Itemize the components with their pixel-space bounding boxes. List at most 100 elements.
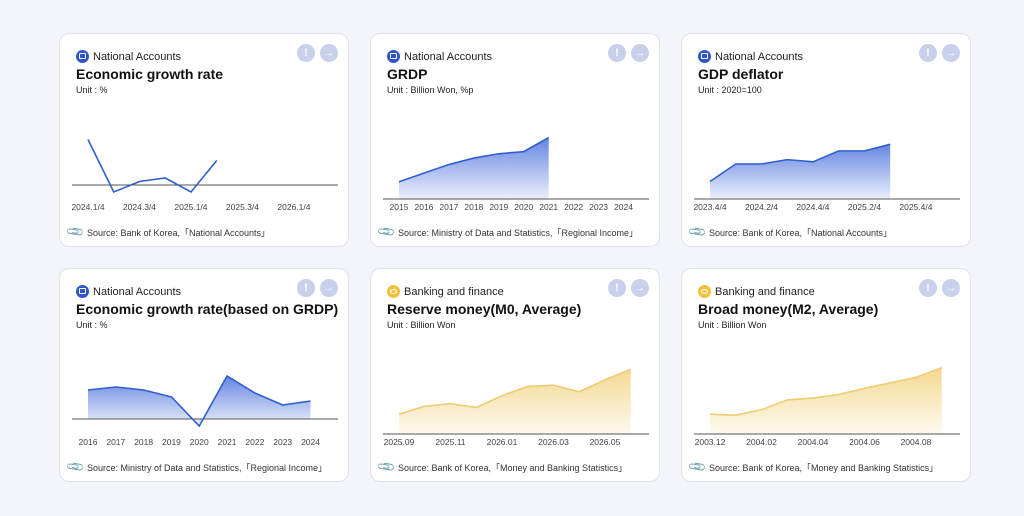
x-tick-label: 2024.2/4 — [745, 202, 778, 212]
series-line — [709, 143, 891, 183]
card-unit: Unit : Billion Won — [698, 320, 767, 330]
x-tick-label: 2004.08 — [901, 437, 932, 447]
x-tick-label: 2025.11 — [435, 437, 465, 447]
x-tick-label: 2024.4/4 — [796, 202, 829, 212]
x-tick-label: 2017 — [439, 202, 458, 212]
source-text: Source: Ministry of Data and Statistics,… — [397, 227, 639, 238]
info-icon: ! — [926, 282, 930, 294]
x-tick-label: 2019 — [162, 437, 181, 447]
go-button[interactable]: → — [631, 279, 649, 297]
x-tick-label: 2018 — [134, 437, 153, 447]
arrow-right-icon: → — [945, 47, 957, 59]
x-tick-label: 2004.04 — [798, 437, 829, 447]
x-tick-label: 2024 — [614, 202, 633, 212]
series-line — [709, 366, 942, 416]
x-tick-label: 2020 — [514, 202, 533, 212]
info-icon: ! — [615, 282, 619, 294]
x-tick-label: 2003.12 — [695, 437, 726, 447]
x-tick-label: 2025.2/4 — [848, 202, 881, 212]
source-note: 📎 Source: Bank of Korea,「Money and Banki… — [376, 457, 628, 477]
national-accounts-icon — [387, 50, 400, 63]
chart-svg: 2015 2016 2017 2018 2019 2020 2021 2022 2023 2024 — [383, 136, 649, 212]
category-label: National Accounts — [76, 50, 181, 63]
indicator-card[interactable]: 2025.09 2025.11 2026.01 2026.03 2026.05 Bank… — [370, 268, 660, 482]
indicator-card[interactable]: 2023.4/4 2024.2/4 2024.4/4 2025.2/4 2025.4/4… — [681, 33, 971, 247]
x-tick-label: 2025.4/4 — [899, 202, 932, 212]
x-tick-label: 2026.01 — [487, 437, 518, 447]
source-note: 📎 Source: Ministry of Data and Statistic… — [65, 457, 327, 477]
x-tick-label: 2018 — [464, 202, 483, 212]
national-accounts-icon — [76, 285, 89, 298]
x-tick-label: 2004.02 — [746, 437, 777, 447]
series-area — [399, 137, 549, 199]
chart-svg: 2025.09 2025.11 2026.01 2026.03 2026.05 — [383, 368, 649, 447]
card-title: Reserve money(M0, Average) — [387, 301, 582, 317]
x-tick-label: 2022 — [245, 437, 264, 447]
info-button[interactable]: ! — [608, 279, 626, 297]
chart-svg: 2024.1/4 2024.3/4 2025.1/4 2025.3/4 2026.1/4 — [71, 139, 338, 212]
chart-svg: 2003.12 2004.02 2004.04 2004.06 2004.08 — [694, 366, 960, 447]
x-tick-label: 2023.4/4 — [693, 202, 726, 212]
indicator-card[interactable]: 2016 2017 2018 2019 2020 2021 2022 2023 2024 Nat… — [59, 268, 349, 482]
x-tick-label: 2016 — [79, 437, 98, 447]
card-unit: Unit : % — [76, 85, 108, 95]
chart-svg: 2016 2017 2018 2019 2020 2021 2022 2023 2024 — [72, 374, 338, 447]
source-text: Source: Bank of Korea,「Money and Banking… — [397, 462, 628, 473]
info-icon: ! — [304, 47, 308, 59]
indicator-card[interactable]: 2003.12 2004.02 2004.04 2004.06 2004.08 Bank… — [681, 268, 971, 482]
category-label: National Accounts — [387, 50, 492, 63]
category-label: National Accounts — [698, 50, 803, 63]
arrow-right-icon: → — [634, 282, 646, 294]
info-button[interactable]: ! — [297, 44, 315, 62]
arrow-right-icon: → — [323, 47, 335, 59]
go-button[interactable]: → — [320, 44, 338, 62]
card-unit: Unit : Billion Won, %p — [387, 85, 474, 95]
card-title: GDP deflator — [698, 66, 784, 82]
info-button[interactable]: ! — [297, 279, 315, 297]
category-text: National Accounts — [404, 50, 493, 63]
source-note: 📎 Source: Bank of Korea,「Money and Banki… — [687, 457, 939, 477]
card-unit: Unit : % — [76, 320, 108, 330]
source-text: Source: Bank of Korea,「Money and Banking… — [708, 462, 939, 473]
x-tick-label: 2021 — [539, 202, 558, 212]
info-button[interactable]: ! — [919, 44, 937, 62]
category-label: Banking and finance — [698, 285, 815, 298]
x-tick-label: 2016 — [414, 202, 433, 212]
go-button[interactable]: → — [320, 279, 338, 297]
info-button[interactable]: ! — [919, 279, 937, 297]
go-button[interactable]: → — [942, 44, 960, 62]
card-unit: Unit : Billion Won — [387, 320, 456, 330]
card-title: Broad money(M2, Average) — [698, 301, 879, 317]
x-tick-label: 2024 — [301, 437, 320, 447]
card-title: Economic growth rate(based on GRDP) — [76, 301, 339, 317]
info-icon: ! — [615, 47, 619, 59]
info-button[interactable]: ! — [608, 44, 626, 62]
category-text: Banking and finance — [715, 285, 815, 298]
x-tick-label: 2024.1/4 — [71, 202, 104, 212]
x-tick-label: 2024.3/4 — [123, 202, 156, 212]
x-tick-label: 2023 — [273, 437, 292, 447]
category-text: Banking and finance — [404, 285, 504, 298]
source-text: Source: Bank of Korea,「National Accounts… — [708, 227, 893, 238]
category-label: Banking and finance — [387, 285, 504, 298]
info-icon: ! — [304, 282, 308, 294]
x-tick-label: 2017 — [106, 437, 125, 447]
series-line — [87, 139, 218, 194]
card-unit: Unit : 2020=100 — [698, 85, 762, 95]
x-tick-label: 2026.1/4 — [277, 202, 310, 212]
x-tick-label: 2022 — [564, 202, 583, 212]
arrow-right-icon: → — [323, 282, 335, 294]
x-tick-label: 2021 — [218, 437, 237, 447]
go-button[interactable]: → — [631, 44, 649, 62]
x-tick-label: 2020 — [190, 437, 209, 447]
x-tick-label: 2015 — [390, 202, 409, 212]
indicator-card[interactable]: 2015 2016 2017 2018 2019 2020 2021 2022 2023 2024… — [370, 33, 660, 247]
go-button[interactable]: → — [942, 279, 960, 297]
category-text: National Accounts — [715, 50, 804, 63]
indicator-card[interactable]: 2024.1/4 2024.3/4 2025.1/4 2025.3/4 2026.1/4… — [59, 33, 349, 247]
category-text: National Accounts — [93, 50, 182, 63]
x-tick-label: 2019 — [489, 202, 508, 212]
source-note: 📎 Source: Bank of Korea,「National Accoun… — [65, 222, 270, 242]
banking-finance-icon — [387, 285, 400, 298]
x-tick-label: 2025.1/4 — [174, 202, 207, 212]
